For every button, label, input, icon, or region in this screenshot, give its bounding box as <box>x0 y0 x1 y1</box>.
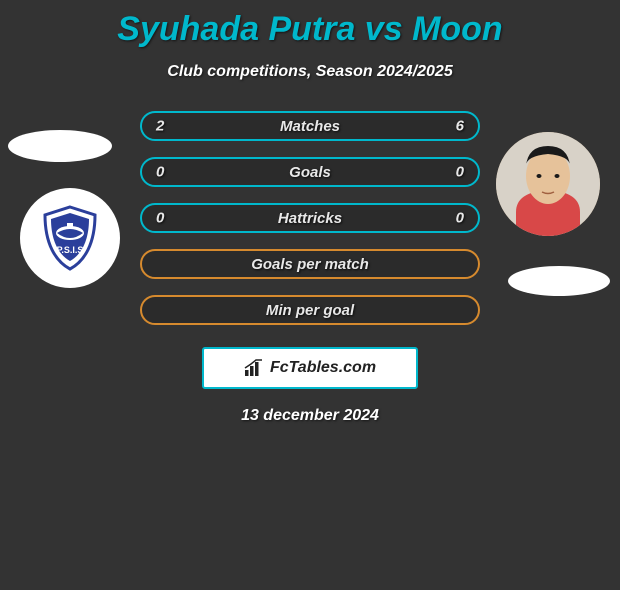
club-right-placeholder <box>508 266 610 296</box>
subtitle: Club competitions, Season 2024/2025 <box>0 63 620 81</box>
page-title: Syuhada Putra vs Moon <box>0 10 620 49</box>
stat-bar-hattricks: 0 Hattricks 0 <box>140 203 480 233</box>
stat-label: Goals per match <box>251 256 369 273</box>
stat-label: Goals <box>289 164 331 181</box>
stat-left-value: 2 <box>156 118 164 135</box>
stat-bar-goals: 0 Goals 0 <box>140 157 480 187</box>
stat-left-value: 0 <box>156 164 164 181</box>
stat-bar-goals-per-match: Goals per match <box>140 249 480 279</box>
club-left-badge: P.S.I.S <box>20 188 120 288</box>
stat-right-value: 0 <box>456 164 464 181</box>
stat-label: Matches <box>280 118 340 135</box>
stat-left-value: 0 <box>156 210 164 227</box>
stat-right-value: 0 <box>456 210 464 227</box>
date-label: 13 december 2024 <box>0 407 620 425</box>
svg-text:P.S.I.S: P.S.I.S <box>57 245 84 255</box>
brand-badge: FcTables.com <box>202 347 418 389</box>
stat-right-value: 6 <box>456 118 464 135</box>
player-left-avatar-placeholder <box>8 130 112 162</box>
stat-bar-min-per-goal: Min per goal <box>140 295 480 325</box>
club-logo-icon: P.S.I.S <box>35 203 105 273</box>
stat-bar-matches: 2 Matches 6 <box>140 111 480 141</box>
bar-chart-icon <box>244 359 264 377</box>
player-face-icon <box>496 132 600 236</box>
brand-text: FcTables.com <box>270 359 376 377</box>
stat-label: Hattricks <box>278 210 342 227</box>
player-right-avatar <box>496 132 600 236</box>
stat-label: Min per goal <box>266 302 354 319</box>
